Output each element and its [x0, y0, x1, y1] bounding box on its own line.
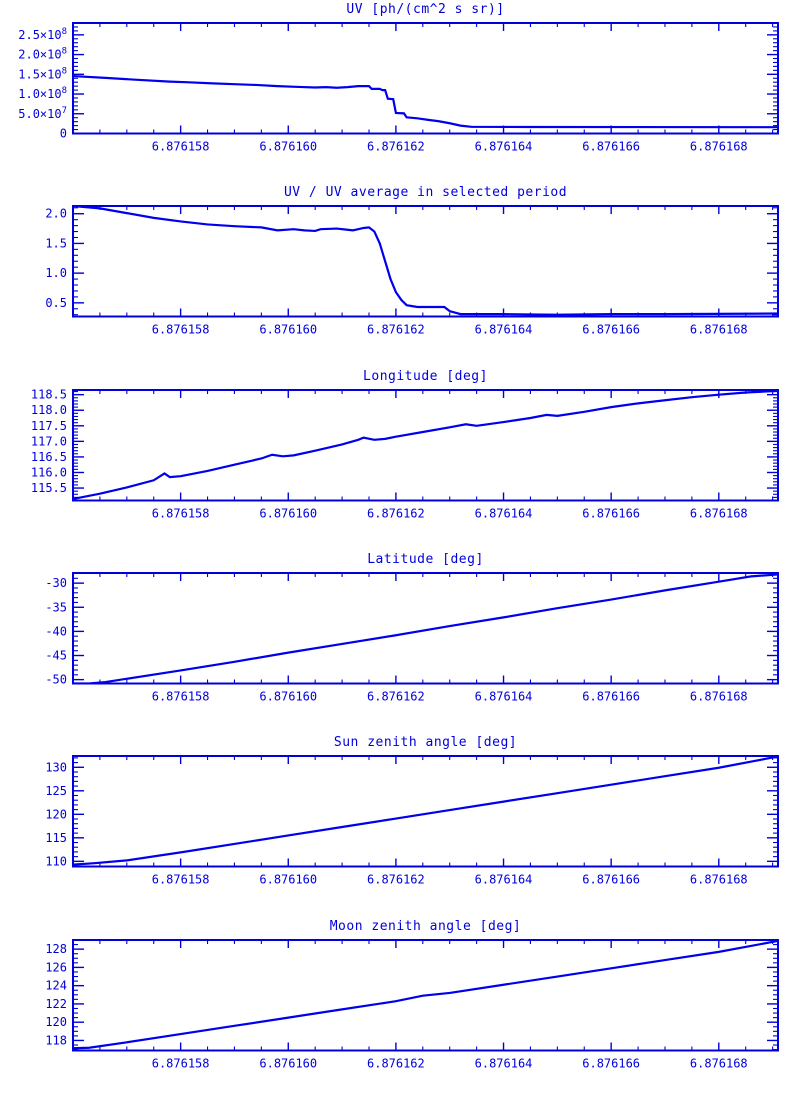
- svg-text:-35: -35: [45, 600, 67, 614]
- svg-text:6.876162: 6.876162: [367, 689, 425, 703]
- svg-text:-45: -45: [45, 648, 67, 662]
- svg-text:6.876168: 6.876168: [690, 323, 748, 337]
- svg-text:1.5×108: 1.5×108: [18, 66, 67, 81]
- svg-text:6.876158: 6.876158: [152, 139, 210, 153]
- plot-canvas: 6.876158 6.876160 6.876162 6.876164 6.876166…: [31, 387, 779, 520]
- plot-canvas: 6.876158 6.876160 6.876162 6.876164 6.876166…: [18, 21, 779, 153]
- svg-text:-50: -50: [45, 673, 67, 687]
- svg-text:5.0×107: 5.0×107: [18, 106, 67, 121]
- svg-text:6.876164: 6.876164: [475, 139, 533, 153]
- svg-text:6.876158: 6.876158: [152, 689, 210, 703]
- svg-text:6.876166: 6.876166: [582, 506, 640, 520]
- plot-title: UV / UV average in selected period: [283, 185, 568, 201]
- plot-title: Moon zenith angle [deg]: [329, 918, 522, 934]
- svg-text:6.876160: 6.876160: [259, 323, 317, 337]
- svg-text:6.876160: 6.876160: [259, 689, 317, 703]
- svg-text:118: 118: [45, 1033, 67, 1047]
- svg-text:120: 120: [45, 1015, 67, 1029]
- svg-text:2.5×108: 2.5×108: [18, 27, 67, 42]
- svg-text:6.876160: 6.876160: [259, 506, 317, 520]
- svg-text:6.876164: 6.876164: [475, 873, 533, 887]
- svg-text:6.876158: 6.876158: [152, 506, 210, 520]
- svg-text:116.0: 116.0: [31, 465, 67, 479]
- svg-text:126: 126: [45, 960, 67, 974]
- svg-text:1.5: 1.5: [45, 237, 67, 251]
- svg-text:6.876162: 6.876162: [367, 139, 425, 153]
- svg-text:6.876166: 6.876166: [582, 323, 640, 337]
- svg-text:116.5: 116.5: [31, 450, 67, 464]
- svg-text:6.876166: 6.876166: [582, 873, 640, 887]
- svg-text:6.876164: 6.876164: [475, 1056, 533, 1070]
- svg-text:118.5: 118.5: [31, 387, 67, 401]
- plot-canvas: 6.876158 6.876160 6.876162 6.876164 6.876166…: [45, 205, 779, 337]
- plot-title: Sun zenith angle [deg]: [333, 735, 518, 751]
- plot-title: Latitude [deg]: [367, 551, 484, 567]
- svg-text:-30: -30: [45, 576, 67, 590]
- svg-text:120: 120: [45, 808, 67, 822]
- svg-text:6.876158: 6.876158: [152, 1056, 210, 1070]
- svg-text:6.876162: 6.876162: [367, 1056, 425, 1070]
- svg-text:125: 125: [45, 784, 67, 798]
- plot-uv: 6.876158 6.876160 6.876162 6.876164 6.876166…: [0, 0, 800, 183]
- svg-text:110: 110: [45, 855, 67, 869]
- svg-text:6.876164: 6.876164: [475, 506, 533, 520]
- svg-text:6.876162: 6.876162: [367, 323, 425, 337]
- svg-text:2.0: 2.0: [45, 207, 67, 221]
- plot-uv-ratio: 6.876158 6.876160 6.876162 6.876164 6.876166…: [0, 183, 800, 366]
- svg-text:1.0×108: 1.0×108: [18, 86, 67, 101]
- svg-text:130: 130: [45, 761, 67, 775]
- plot-canvas: 6.876158 6.876160 6.876162 6.876164 6.876166…: [45, 938, 779, 1070]
- svg-text:6.876168: 6.876168: [690, 689, 748, 703]
- svg-text:2.0×108: 2.0×108: [18, 47, 67, 62]
- svg-text:6.876164: 6.876164: [475, 689, 533, 703]
- svg-text:122: 122: [45, 997, 67, 1011]
- svg-text:117.5: 117.5: [31, 418, 67, 432]
- svg-text:0: 0: [60, 126, 67, 140]
- svg-text:6.876162: 6.876162: [367, 506, 425, 520]
- svg-text:6.876160: 6.876160: [259, 139, 317, 153]
- svg-text:1.0: 1.0: [45, 266, 67, 280]
- plot-title: Longitude [deg]: [363, 368, 488, 384]
- svg-text:115: 115: [45, 831, 67, 845]
- svg-text:118.0: 118.0: [31, 403, 67, 417]
- svg-text:117.0: 117.0: [31, 434, 67, 448]
- svg-text:124: 124: [45, 978, 67, 992]
- svg-text:0.5: 0.5: [45, 296, 67, 310]
- svg-text:6.876158: 6.876158: [152, 873, 210, 887]
- svg-text:6.876162: 6.876162: [367, 873, 425, 887]
- svg-text:6.876160: 6.876160: [259, 873, 317, 887]
- plot-moon-zenith: 6.876158 6.876160 6.876162 6.876164 6.876166…: [0, 917, 800, 1100]
- svg-text:6.876158: 6.876158: [152, 323, 210, 337]
- svg-text:6.876166: 6.876166: [582, 1056, 640, 1070]
- plot-title: UV [ph/(cm^2 s sr)]: [346, 2, 505, 17]
- plot-longitude: 6.876158 6.876160 6.876162 6.876164 6.876166…: [0, 367, 800, 550]
- svg-text:6.876160: 6.876160: [259, 1056, 317, 1070]
- plot-canvas: 6.876158 6.876160 6.876162 6.876164 6.876166…: [45, 755, 779, 887]
- svg-text:115.5: 115.5: [31, 481, 67, 495]
- svg-text:6.876168: 6.876168: [690, 873, 748, 887]
- plot-latitude: 6.876158 6.876160 6.876162 6.876164 6.876166…: [0, 550, 800, 733]
- svg-text:6.876168: 6.876168: [690, 139, 748, 153]
- plot-sun-zenith: 6.876158 6.876160 6.876162 6.876164 6.876166…: [0, 733, 800, 916]
- svg-text:128: 128: [45, 942, 67, 956]
- svg-text:6.876164: 6.876164: [475, 323, 533, 337]
- svg-text:6.876166: 6.876166: [582, 139, 640, 153]
- svg-text:6.876168: 6.876168: [690, 1056, 748, 1070]
- svg-text:6.876166: 6.876166: [582, 689, 640, 703]
- plot-canvas: 6.876158 6.876160 6.876162 6.876164 6.876166…: [45, 571, 779, 703]
- svg-text:6.876168: 6.876168: [690, 506, 748, 520]
- svg-text:-40: -40: [45, 624, 67, 638]
